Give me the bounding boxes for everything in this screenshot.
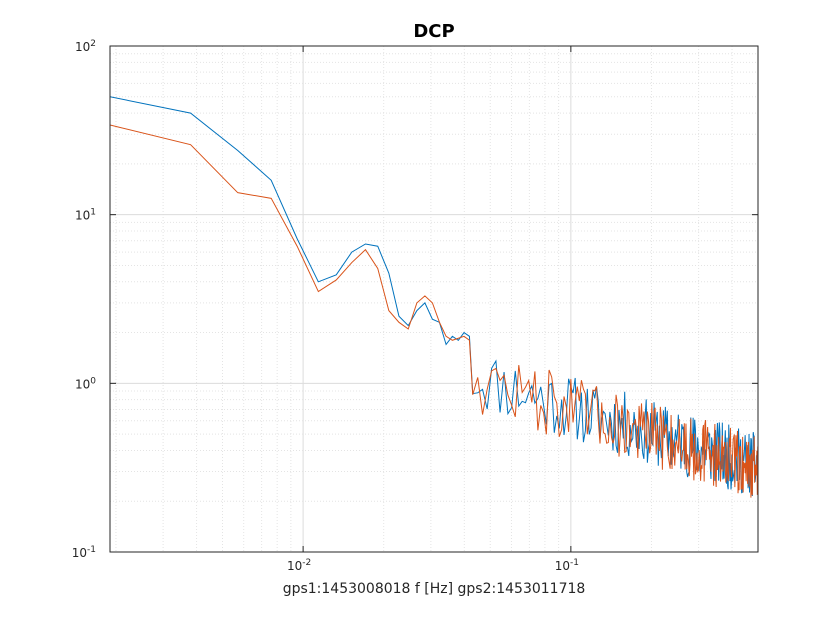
axis-ticks: 10-2 10-1 102 101 100 10-1 — [72, 39, 758, 573]
y-tick-label: 101 — [75, 208, 96, 223]
series-line-2 — [110, 124, 758, 498]
chart-title: DCP — [413, 21, 454, 42]
x-axis-label: gps1:1453008018 f [Hz] gps2:1453011718 — [283, 581, 586, 597]
x-tick-label: 10-1 — [555, 558, 579, 573]
grid — [110, 45, 759, 553]
plot-area — [110, 96, 758, 498]
y-tick-label: 10-1 — [72, 545, 96, 560]
series-line-1 — [110, 96, 758, 497]
axes-box — [109, 45, 759, 553]
y-tick-label: 100 — [75, 376, 96, 391]
x-tick-label: 10-2 — [287, 558, 311, 573]
y-tick-label: 102 — [75, 39, 96, 54]
